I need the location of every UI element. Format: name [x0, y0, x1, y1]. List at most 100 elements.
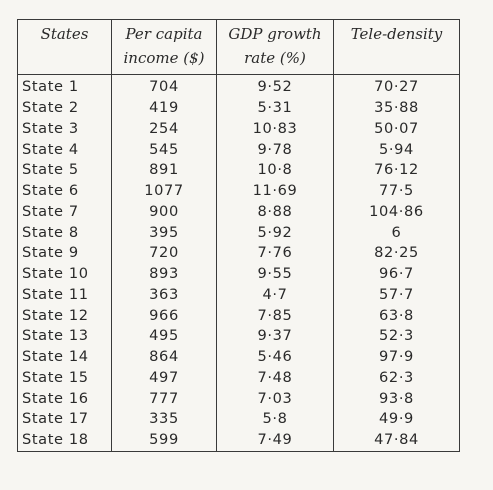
- income-cell: 864: [112, 347, 217, 368]
- state-cell: State 10: [18, 264, 112, 285]
- gdp-cell: 5·31: [217, 98, 334, 119]
- state-cell: State 3: [18, 119, 112, 140]
- state-cell: State 2: [18, 98, 112, 119]
- tele-cell: 57·7: [334, 285, 460, 306]
- gdp-cell: 9·78: [217, 139, 334, 160]
- state-cell: State 5: [18, 160, 112, 181]
- table-row: State 3 254 10·83 50·07: [18, 119, 460, 140]
- tele-cell: 63·8: [334, 305, 460, 326]
- state-cell: State 16: [18, 388, 112, 409]
- income-cell: 545: [112, 139, 217, 160]
- table-row: State 1 704 9·52 70·27: [18, 75, 460, 98]
- header-tele: Tele-density: [334, 20, 460, 75]
- table-row: State 9 720 7·76 82·25: [18, 243, 460, 264]
- income-cell: 704: [112, 75, 217, 98]
- gdp-cell: 9·37: [217, 326, 334, 347]
- income-cell: 966: [112, 305, 217, 326]
- table-row: State 17 335 5·8 49·9: [18, 409, 460, 430]
- income-cell: 495: [112, 326, 217, 347]
- gdp-cell: 11·69: [217, 181, 334, 202]
- table-body: State 1 704 9·52 70·27 State 2 419 5·31 35·88 St…: [18, 75, 460, 452]
- header-states-label: States: [18, 22, 111, 46]
- table-row: State 13 495 9·37 52·3: [18, 326, 460, 347]
- income-cell: 891: [112, 160, 217, 181]
- tele-cell: 76·12: [334, 160, 460, 181]
- state-cell: State 12: [18, 305, 112, 326]
- tele-cell: 49·9: [334, 409, 460, 430]
- state-cell: State 7: [18, 202, 112, 223]
- table-row: State 6 1077 11·69 77·5: [18, 181, 460, 202]
- state-cell: State 18: [18, 430, 112, 451]
- gdp-cell: 4·7: [217, 285, 334, 306]
- state-cell: State 1: [18, 75, 112, 98]
- header-gdp-line-2: rate (%): [217, 46, 333, 70]
- income-cell: 893: [112, 264, 217, 285]
- gdp-cell: 7·76: [217, 243, 334, 264]
- gdp-cell: 7·48: [217, 368, 334, 389]
- table-row: State 18 599 7·49 47·84: [18, 430, 460, 451]
- table-row: State 15 497 7·48 62·3: [18, 368, 460, 389]
- gdp-cell: 5·8: [217, 409, 334, 430]
- table-row: State 12 966 7·85 63·8: [18, 305, 460, 326]
- table-row: State 10 893 9·55 96·7: [18, 264, 460, 285]
- header-income: Per capita income ($): [112, 20, 217, 75]
- data-table: States Per capita income ($) GDP growth …: [17, 19, 460, 452]
- income-cell: 254: [112, 119, 217, 140]
- gdp-cell: 7·49: [217, 430, 334, 451]
- gdp-cell: 8·88: [217, 202, 334, 223]
- state-cell: State 6: [18, 181, 112, 202]
- income-cell: 599: [112, 430, 217, 451]
- gdp-cell: 7·03: [217, 388, 334, 409]
- tele-cell: 47·84: [334, 430, 460, 451]
- gdp-cell: 9·55: [217, 264, 334, 285]
- header-tele-label: Tele-density: [334, 22, 459, 46]
- income-cell: 720: [112, 243, 217, 264]
- header-states: States: [18, 20, 112, 75]
- tele-cell: 35·88: [334, 98, 460, 119]
- table-row: State 4 545 9·78 5·94: [18, 139, 460, 160]
- state-cell: State 8: [18, 222, 112, 243]
- tele-cell: 70·27: [334, 75, 460, 98]
- state-cell: State 14: [18, 347, 112, 368]
- table-row: State 11 363 4·7 57·7: [18, 285, 460, 306]
- header-income-line-1: Per capita: [112, 22, 216, 46]
- income-cell: 900: [112, 202, 217, 223]
- gdp-cell: 5·92: [217, 222, 334, 243]
- income-cell: 1077: [112, 181, 217, 202]
- income-cell: 777: [112, 388, 217, 409]
- tele-cell: 104·86: [334, 202, 460, 223]
- tele-cell: 6: [334, 222, 460, 243]
- tele-cell: 82·25: [334, 243, 460, 264]
- gdp-cell: 5·46: [217, 347, 334, 368]
- gdp-cell: 9·52: [217, 75, 334, 98]
- tele-cell: 50·07: [334, 119, 460, 140]
- table-row: State 8 395 5·92 6: [18, 222, 460, 243]
- table-row: State 2 419 5·31 35·88: [18, 98, 460, 119]
- income-cell: 395: [112, 222, 217, 243]
- state-cell: State 15: [18, 368, 112, 389]
- tele-cell: 97·9: [334, 347, 460, 368]
- header-row: States Per capita income ($) GDP growth …: [18, 20, 460, 75]
- table-row: State 14 864 5·46 97·9: [18, 347, 460, 368]
- tele-cell: 5·94: [334, 139, 460, 160]
- state-cell: State 9: [18, 243, 112, 264]
- gdp-cell: 10·8: [217, 160, 334, 181]
- income-cell: 363: [112, 285, 217, 306]
- header-gdp-line-1: GDP growth: [217, 22, 333, 46]
- income-cell: 419: [112, 98, 217, 119]
- gdp-cell: 10·83: [217, 119, 334, 140]
- tele-cell: 96·7: [334, 264, 460, 285]
- income-cell: 335: [112, 409, 217, 430]
- tele-cell: 77·5: [334, 181, 460, 202]
- state-cell: State 17: [18, 409, 112, 430]
- income-cell: 497: [112, 368, 217, 389]
- state-cell: State 4: [18, 139, 112, 160]
- gdp-cell: 7·85: [217, 305, 334, 326]
- state-cell: State 13: [18, 326, 112, 347]
- table-row: State 7 900 8·88 104·86: [18, 202, 460, 223]
- table-row: State 5 891 10·8 76·12: [18, 160, 460, 181]
- table-row: State 16 777 7·03 93·8: [18, 388, 460, 409]
- header-gdp: GDP growth rate (%): [217, 20, 334, 75]
- header-income-line-2: income ($): [112, 46, 216, 70]
